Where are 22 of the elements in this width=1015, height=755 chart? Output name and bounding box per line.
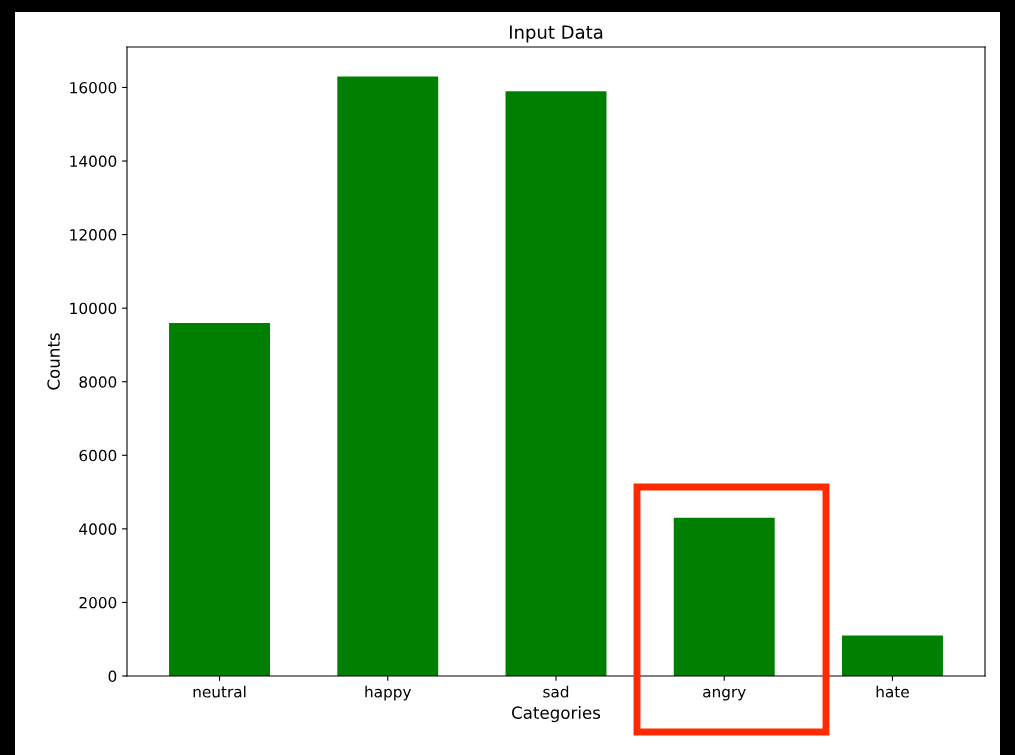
bar xyxy=(842,635,943,676)
y-tick-label: 12000 xyxy=(70,229,117,241)
x-tick-label: neutral xyxy=(193,685,246,698)
x-tick-label: happy xyxy=(365,685,412,701)
x-tick-label: angry xyxy=(703,688,746,701)
y-tick-label: 14000 xyxy=(70,155,117,168)
y-tick-label: 10000 xyxy=(70,302,117,315)
y-tick-label: 8000 xyxy=(79,376,117,388)
x-axis-title: Categories xyxy=(512,706,601,723)
x-tick-label: hate xyxy=(876,685,909,698)
chart-title: Input Data xyxy=(509,25,603,43)
y-tick-label: 0 xyxy=(108,670,117,683)
y-tick-label: 16000 xyxy=(70,81,117,94)
x-tick-label: sad xyxy=(543,685,569,698)
y-tick-label: 6000 xyxy=(79,449,117,462)
bar xyxy=(169,322,270,676)
bar xyxy=(505,91,607,676)
y-tick-label: 2000 xyxy=(79,596,117,609)
bar xyxy=(673,517,775,676)
bar xyxy=(337,76,439,676)
y-tick-label: 4000 xyxy=(79,523,117,535)
y-axis-title: Counts xyxy=(47,333,60,390)
